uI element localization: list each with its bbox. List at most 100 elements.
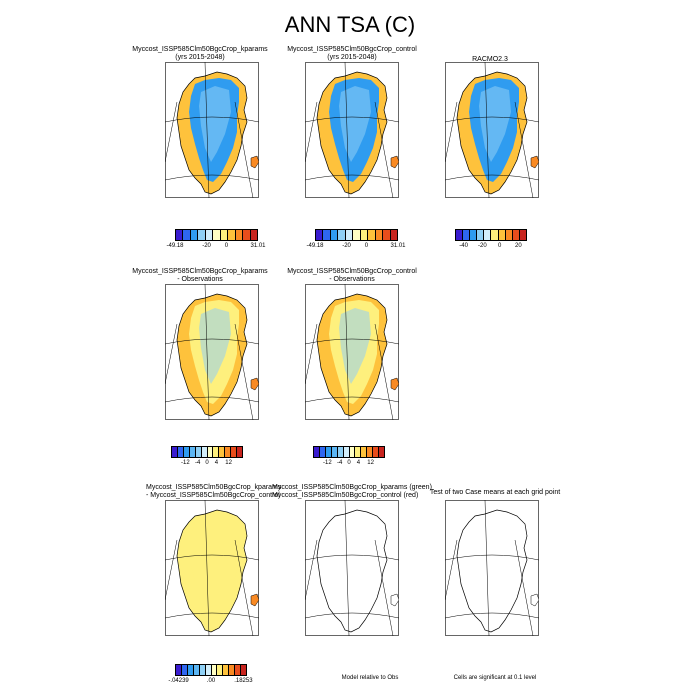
map-svg [305,62,399,198]
graticule-longitude [165,323,178,385]
panel-4-title-line2: - Observations [177,276,223,283]
graticule-longitude [344,500,350,636]
panel-7-title-line2: Myccost_ISSP585Clm50BgcCrop_control (red… [272,492,419,499]
colorbar-swatch [198,664,205,676]
graticule-longitude [374,101,394,198]
graticule-latitude [305,612,399,619]
graticule-latitude [165,116,259,123]
colorbar-swatch [216,664,223,676]
greenland-core [339,308,371,384]
colorbar-swatch [483,229,491,241]
graticule-longitude [344,284,350,420]
graticule-latitude [305,174,399,181]
map-svg [445,500,539,636]
colorbar-swatch [342,446,349,458]
panel-4-title-line1: Myccost_ISSP585Clm50BgcCrop_kparams [132,268,268,275]
colorbar-tick-label: 0 [497,243,502,249]
colorbar-swatch [171,446,177,458]
colorbar-swatch [336,446,343,458]
iceland-fragment [250,155,259,169]
colorbar-swatch [504,229,512,241]
panel-1-title: Myccost_ISSP585Clm50BgcCrop_kparams (yrs… [110,46,290,62]
panel-4-colorbar: -12 -4 0 4 12 [171,446,244,472]
graticule-latitude [305,338,399,345]
colorbar-swatch [192,664,199,676]
colorbar-boxes [175,229,258,241]
panel-3-title-line1: RACMO2.3 [472,56,508,63]
colorbar-ticks: -12 -4 0 4 12 [171,458,243,468]
colorbar-swatch [348,446,355,458]
graticule-longitude [234,101,254,198]
graticule-longitude [204,62,210,198]
graticule-longitude [204,284,210,420]
colorbar-swatch [318,446,325,458]
graticule-longitude [514,539,534,636]
panel-6-colorbar: -.04239 .00 .18253 [168,664,253,690]
iceland-fragment [390,155,399,169]
colorbar-swatch [224,446,231,458]
colorbar-ticks: -49.18 -20 0 31.01 [306,241,405,251]
graticule-latitude [445,554,539,561]
colorbar-swatch [176,446,183,458]
panel-5-map [305,284,399,420]
graticule-longitude [305,539,318,601]
colorbar-tick-label: 0 [224,243,229,249]
panel-8-title: Test of two Case means at each grid poin… [405,489,585,497]
greenland-core [199,308,231,384]
colorbar-swatch [194,446,201,458]
panel-2-title: Myccost_ISSP585Clm50BgcCrop_control (yrs… [262,46,442,62]
colorbar-swatch [382,229,390,241]
colorbar-swatch [329,229,338,241]
panel-7-note: Model relative to Obs [341,675,399,681]
panel-2-colorbar: -49.18 -20 0 31.01 [306,229,406,255]
graticule-longitude [165,539,178,601]
colorbar-swatch [360,446,367,458]
colorbar-tick-label: .00 [206,678,216,684]
graticule-latitude [445,174,539,181]
colorbar-swatch [186,664,193,676]
panel-3-title: RACMO2.3 [400,56,580,64]
graticule-latitude [165,554,259,561]
graticule-latitude [305,554,399,561]
colorbar-tick-label: 0 [364,243,369,249]
colorbar-tick-label: -4 [336,460,343,466]
panel-1-title-line2: (yrs 2015-2048) [175,54,225,61]
colorbar-swatch [234,229,243,241]
graticule-latitude [165,338,259,345]
page-title: ANN TSA (C) [284,12,416,37]
colorbar-swatch [182,229,190,241]
panel-2-map [305,62,399,198]
greenland-interior [469,516,519,620]
graticule-longitude [234,539,254,636]
colorbar-swatch [249,229,258,241]
greenland-interior [329,516,379,620]
colorbar-tick-label: -20 [342,243,351,249]
colorbar-swatch [188,446,195,458]
panel-5-title-line2: - Observations [329,276,375,283]
panel-5-colorbar: -12 -4 0 4 12 [313,446,386,472]
colorbar-swatch [374,229,383,241]
colorbar-ticks: -.04239 .00 .18253 [168,676,252,686]
graticule-latitude [445,612,539,619]
colorbar-tick-label: 12 [367,460,374,466]
colorbar-tick-label: -49.18 [166,243,184,249]
panel-7-map [305,500,399,636]
panel-6-title-line1: Myccost_ISSP585Clm50BgcCrop_kparams [146,484,282,491]
colorbar-swatch [212,229,220,241]
greenland-core [479,86,511,162]
panel-8-title-line1: Test of two Case means at each grid poin… [429,489,561,496]
colorbar-tick-label: 0 [205,460,209,466]
colorbar-swatch [518,229,527,241]
colorbar-swatch [476,229,484,241]
colorbar-tick-label: 31.01 [250,243,266,249]
colorbar-swatch [210,664,217,676]
colorbar-ticks: -12 -4 0 4 12 [313,458,385,468]
colorbar-tick-label: 0 [347,460,351,466]
panel-1-title-line1: Myccost_ISSP585Clm50BgcCrop_kparams [132,46,268,53]
iceland-fragment [530,593,539,607]
colorbar-tick-label: -40 [459,243,468,249]
greenland-core [339,86,371,162]
colorbar-swatch [175,664,181,676]
panel-8-map [445,500,539,636]
colorbar-swatch [189,229,198,241]
